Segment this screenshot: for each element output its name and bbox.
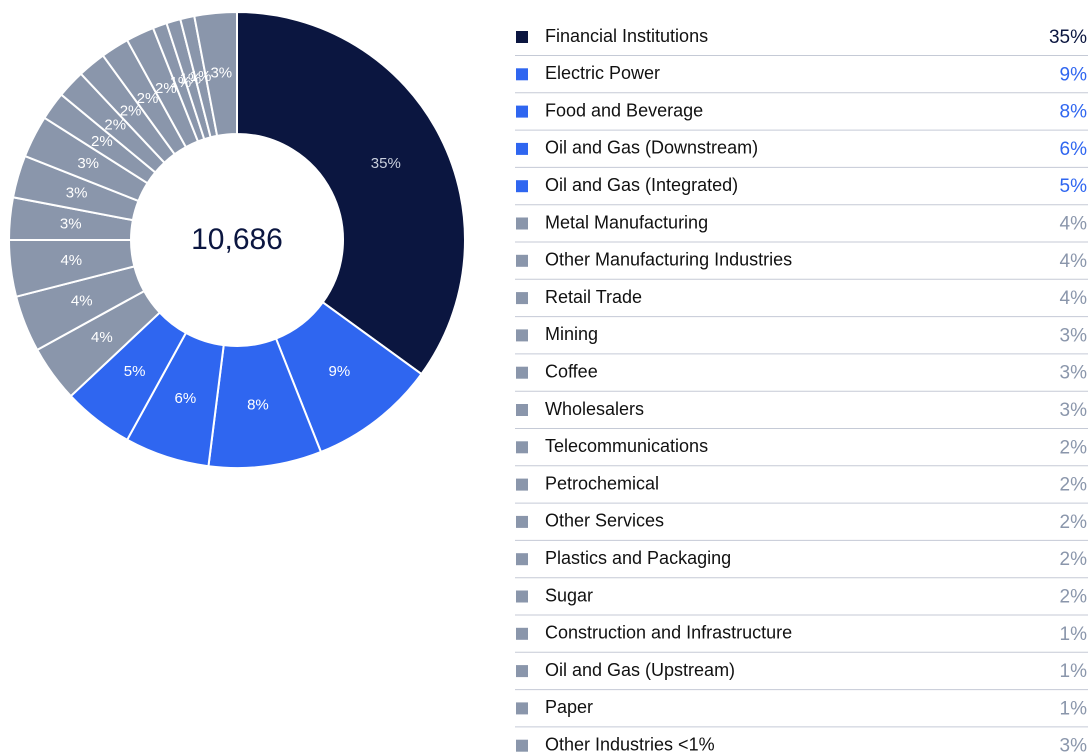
- legend-swatch: [516, 142, 528, 155]
- slice-label: 4%: [91, 329, 113, 346]
- slice-label: 2%: [120, 102, 142, 119]
- slice-label: 3%: [77, 155, 99, 172]
- legend-value: 3%: [1060, 325, 1088, 346]
- legend-label: Other Manufacturing Industries: [545, 250, 792, 270]
- legend-swatch: [516, 739, 528, 752]
- legend-swatch: [516, 105, 528, 118]
- legend-value: 2%: [1060, 475, 1088, 496]
- legend-swatch: [516, 590, 528, 603]
- legend-swatch: [516, 254, 528, 267]
- legend-swatch: [516, 68, 528, 81]
- legend-swatch: [516, 404, 528, 416]
- legend-value: 2%: [1060, 512, 1088, 533]
- slice-label: 1%: [170, 74, 192, 91]
- legend-label: Oil and Gas (Downstream): [545, 138, 758, 158]
- slice-label: 5%: [124, 363, 146, 380]
- legend-swatch: [516, 627, 528, 640]
- legend-label: Sugar: [545, 585, 593, 605]
- legend-swatch: [516, 31, 528, 43]
- legend-value: 4%: [1060, 288, 1088, 309]
- legend-value: 8%: [1060, 102, 1088, 123]
- slice-label: 2%: [91, 133, 113, 150]
- legend-value: 4%: [1060, 214, 1088, 235]
- legend-swatch: [516, 702, 528, 715]
- center-total: 10,686: [191, 223, 283, 256]
- legend-value: 1%: [1060, 698, 1088, 719]
- legend-value: 35%: [1049, 27, 1087, 48]
- legend: Financial Institutions 35% Electric Power 9…: [515, 26, 1088, 755]
- legend-value: 2%: [1060, 549, 1088, 570]
- slice-label: 2%: [104, 117, 126, 134]
- legend-value: 3%: [1060, 363, 1088, 384]
- slice-label: 2%: [137, 90, 159, 107]
- legend-label: Petrochemical: [545, 473, 659, 493]
- legend-label: Other Industries <1%: [545, 734, 715, 754]
- legend-swatch: [516, 515, 528, 528]
- legend-swatch: [516, 329, 528, 342]
- slice-label: 4%: [71, 292, 93, 309]
- slice-label: 3%: [60, 215, 82, 232]
- slice-label: 1%: [180, 71, 202, 88]
- legend-swatch: [516, 292, 528, 305]
- slice-label: 3%: [66, 184, 88, 201]
- legend-label: Coffee: [545, 361, 598, 381]
- legend-value: 6%: [1060, 139, 1088, 160]
- legend-value: 9%: [1060, 64, 1088, 85]
- legend-swatch: [516, 180, 528, 193]
- slice-labels: 35%9%8%6%5%4%4%4%3%3%3%2%2%2%2%2%1%1%1% 3…: [60, 65, 401, 414]
- legend-value: 2%: [1060, 587, 1088, 608]
- legend-label: Paper: [545, 697, 593, 717]
- slice-label: 2%: [155, 80, 177, 97]
- slices: [7, 10, 466, 469]
- legend-label: Oil and Gas (Integrated): [545, 175, 738, 195]
- slice-label: 9%: [329, 363, 351, 380]
- legend-label: Food and Beverage: [545, 100, 703, 120]
- legend-label: Electric Power: [545, 63, 660, 83]
- slice-label: 3%: [210, 65, 232, 82]
- legend-label: Retail Trade: [545, 287, 642, 307]
- legend-label: Oil and Gas (Upstream): [545, 660, 735, 680]
- slice-label: 4%: [60, 252, 82, 269]
- slice: [193, 10, 238, 138]
- legend-label: Other Services: [545, 511, 664, 531]
- legend-swatch: [516, 217, 528, 230]
- legend-label: Wholesalers: [545, 399, 644, 419]
- legend-swatch: [516, 366, 528, 379]
- legend-label: Plastics and Packaging: [545, 548, 731, 568]
- legend-label: Mining: [545, 324, 598, 344]
- legend-value: 5%: [1060, 176, 1088, 197]
- slice-label: 8%: [247, 397, 269, 414]
- legend-label: Metal Manufacturing: [545, 212, 708, 232]
- legend-label: Telecommunications: [545, 436, 708, 456]
- legend-value: 2%: [1060, 437, 1088, 458]
- legend-swatch: [516, 665, 528, 678]
- slice-label: 6%: [175, 390, 197, 407]
- legend-value: 1%: [1060, 624, 1088, 645]
- legend-label: Financial Institutions: [545, 26, 708, 46]
- legend-value: 3%: [1060, 400, 1088, 421]
- legend-value: 4%: [1060, 251, 1088, 272]
- legend-swatch: [516, 553, 528, 566]
- legend-label: Construction and Infrastructure: [545, 623, 792, 643]
- legend-value: 1%: [1060, 661, 1088, 682]
- legend-swatch: [516, 441, 528, 454]
- slice-label: 1%: [190, 68, 212, 85]
- slice-label: 35%: [371, 155, 401, 172]
- legend-swatch: [516, 478, 528, 491]
- slice: [236, 10, 466, 376]
- legend-value: 3%: [1060, 736, 1088, 755]
